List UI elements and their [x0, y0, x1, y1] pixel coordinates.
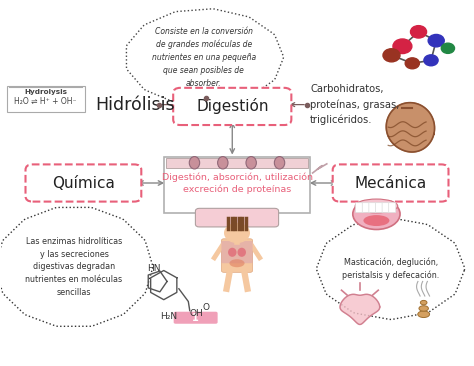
- Ellipse shape: [229, 259, 245, 267]
- FancyBboxPatch shape: [369, 203, 376, 213]
- FancyBboxPatch shape: [173, 88, 292, 125]
- Ellipse shape: [274, 157, 285, 169]
- FancyBboxPatch shape: [195, 208, 279, 227]
- FancyBboxPatch shape: [7, 86, 85, 112]
- FancyBboxPatch shape: [221, 239, 253, 272]
- Text: Digestión, absorción, utilización
excreción de proteínas: Digestión, absorción, utilización excrec…: [162, 172, 312, 194]
- Polygon shape: [340, 294, 380, 325]
- Polygon shape: [386, 103, 435, 152]
- Text: Química: Química: [52, 176, 115, 190]
- Ellipse shape: [246, 157, 256, 169]
- Text: O: O: [203, 303, 210, 312]
- Circle shape: [383, 49, 400, 62]
- Text: H₂O ⇌ H⁺ + OH⁻: H₂O ⇌ H⁺ + OH⁻: [14, 97, 77, 105]
- Circle shape: [424, 55, 438, 66]
- FancyBboxPatch shape: [221, 241, 253, 263]
- Polygon shape: [0, 208, 153, 326]
- Text: Hydrolysis: Hydrolysis: [24, 89, 67, 95]
- Text: Carbohidratos,
proteínas, grasas,
triglicéridos.: Carbohidratos, proteínas, grasas, trigli…: [310, 85, 400, 125]
- Ellipse shape: [419, 306, 428, 311]
- FancyBboxPatch shape: [389, 203, 396, 213]
- FancyBboxPatch shape: [375, 203, 383, 213]
- FancyBboxPatch shape: [362, 203, 369, 213]
- Circle shape: [405, 58, 419, 69]
- Ellipse shape: [218, 157, 228, 169]
- Polygon shape: [317, 218, 465, 320]
- Ellipse shape: [418, 311, 429, 318]
- Polygon shape: [127, 9, 283, 105]
- Circle shape: [393, 39, 412, 53]
- Text: Las enzimas hidrolíticas
y las secreciones
digestivas degradan
nutrientes en mol: Las enzimas hidrolíticas y las secrecion…: [26, 237, 122, 297]
- FancyBboxPatch shape: [173, 312, 218, 324]
- Ellipse shape: [420, 300, 427, 305]
- Ellipse shape: [353, 198, 400, 229]
- Ellipse shape: [189, 157, 200, 169]
- Circle shape: [410, 26, 427, 38]
- Ellipse shape: [364, 215, 390, 226]
- FancyBboxPatch shape: [382, 203, 389, 213]
- Ellipse shape: [355, 199, 398, 213]
- Circle shape: [428, 34, 444, 47]
- Text: HN: HN: [147, 264, 161, 273]
- Circle shape: [441, 43, 455, 53]
- Text: OH: OH: [190, 309, 204, 318]
- Text: Hidrólisis: Hidrólisis: [96, 96, 175, 113]
- Text: 1: 1: [192, 313, 199, 322]
- Ellipse shape: [228, 248, 237, 257]
- FancyBboxPatch shape: [356, 203, 363, 213]
- Text: Consiste en la conversión
de grandes moléculas de
nutrientes en una pequeña
que : Consiste en la conversión de grandes mol…: [152, 27, 256, 88]
- FancyBboxPatch shape: [26, 164, 141, 202]
- Text: Masticación, deglución,
peristalsis y defecación.: Masticación, deglución, peristalsis y de…: [342, 257, 439, 280]
- Ellipse shape: [237, 248, 246, 257]
- FancyBboxPatch shape: [164, 157, 310, 213]
- Text: Mecánica: Mecánica: [355, 176, 427, 190]
- Text: Digestión: Digestión: [196, 98, 269, 115]
- FancyBboxPatch shape: [166, 158, 308, 168]
- FancyBboxPatch shape: [333, 164, 448, 202]
- Text: H₂N: H₂N: [160, 311, 177, 321]
- Circle shape: [225, 224, 249, 242]
